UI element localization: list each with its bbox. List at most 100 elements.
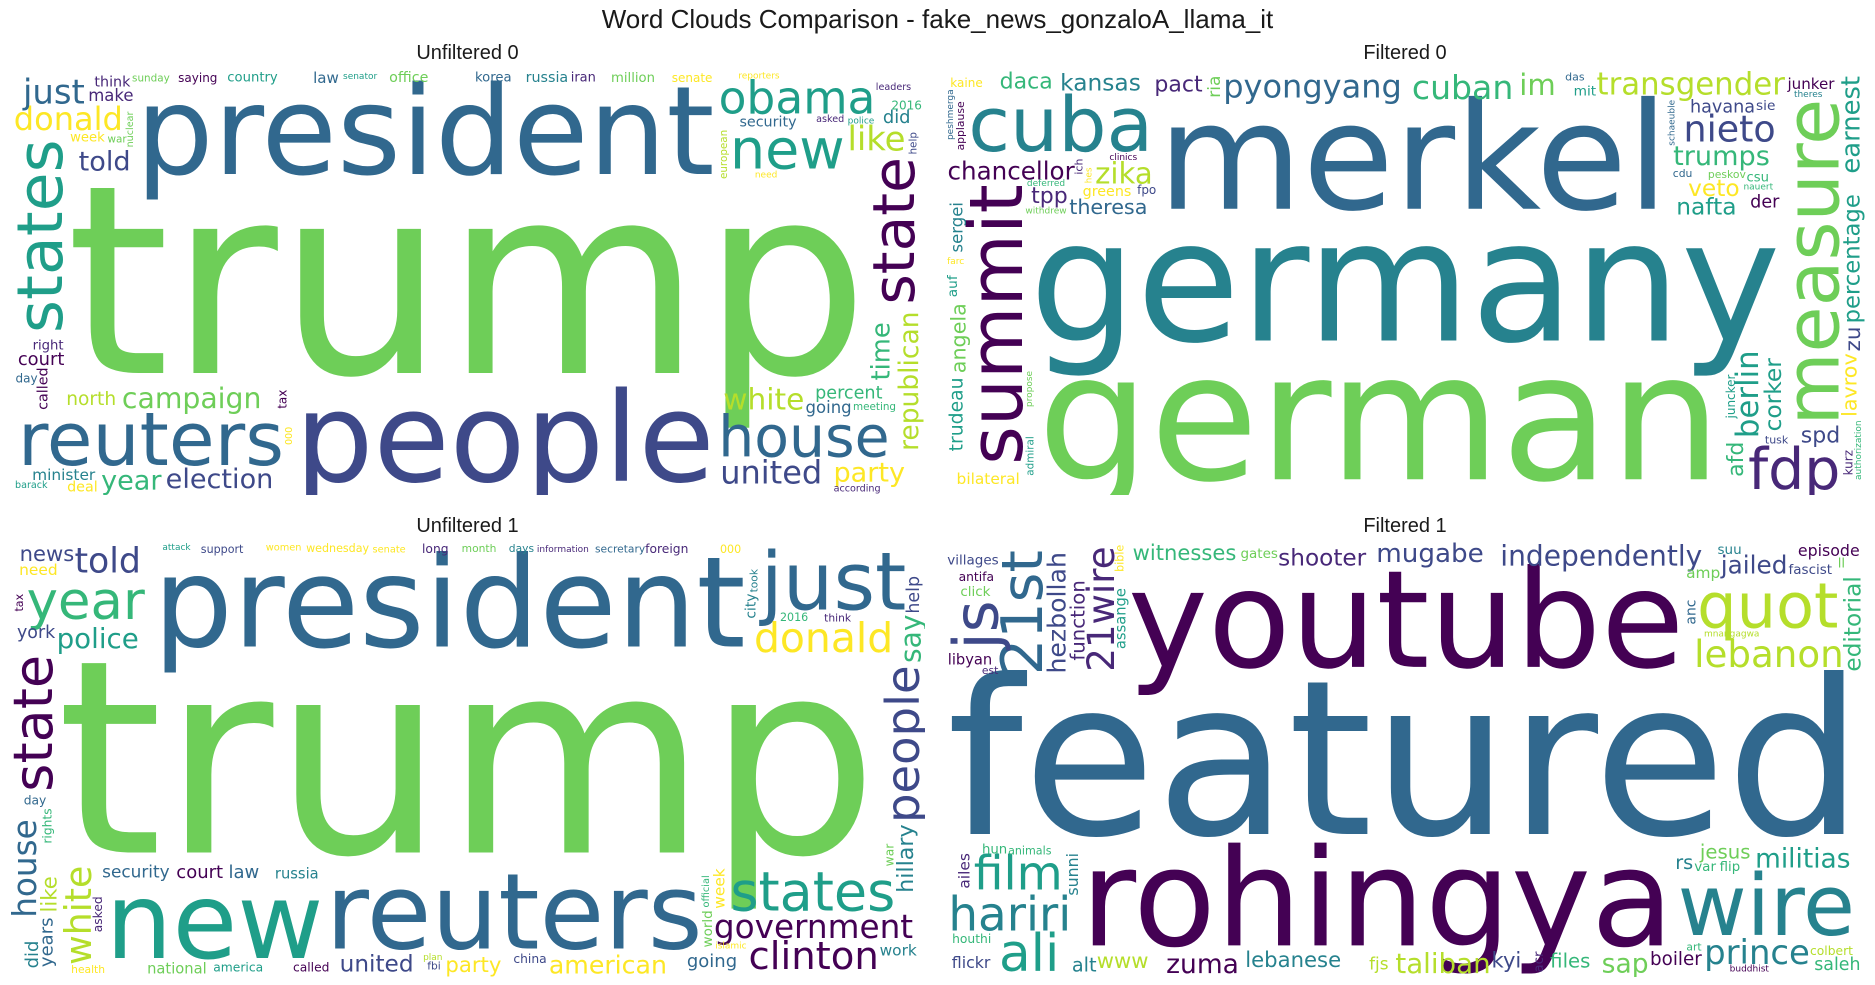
word-york: york xyxy=(17,623,56,643)
word-people: people xyxy=(876,665,925,823)
word-episode: episode xyxy=(1798,542,1860,560)
wordcloud-unfiltered-1: trump president people reuters new state state… xyxy=(10,542,925,977)
word-north: north xyxy=(66,389,116,410)
word-office: office xyxy=(389,70,428,86)
word-states: states xyxy=(10,139,77,333)
word-chancellor: chancellor xyxy=(947,156,1075,185)
word-states: states xyxy=(730,861,895,924)
word-think: think xyxy=(824,611,852,624)
word-need: need xyxy=(755,171,778,181)
word-witnesses: witnesses xyxy=(1133,542,1237,565)
word-ich: ich xyxy=(1073,159,1086,175)
word-wire: wire xyxy=(1678,857,1855,955)
word-clinton: clinton xyxy=(749,934,879,977)
word-flickr: flickr xyxy=(952,953,991,972)
word-art: art xyxy=(1686,941,1701,954)
word-law: law xyxy=(229,862,260,883)
word-deal: deal xyxy=(67,479,98,495)
word-alt: alt xyxy=(1072,953,1097,976)
word-war: war xyxy=(108,134,128,146)
word-day: day xyxy=(24,793,47,807)
word-measure: measure xyxy=(1768,99,1856,426)
word-trump: trump xyxy=(66,129,869,436)
word-think: think xyxy=(94,75,131,91)
word-fjs: fjs xyxy=(1369,954,1388,974)
word-sergei: sergei xyxy=(948,202,967,252)
word-greens: greens xyxy=(1083,184,1132,200)
word-rohingya: rohingya xyxy=(1081,819,1674,977)
word-nuclear: nuclear xyxy=(125,112,136,148)
word-files: files xyxy=(1550,950,1590,973)
word-make: make xyxy=(88,86,133,105)
word-sunday: sunday xyxy=(132,73,170,85)
word-click: click xyxy=(960,584,990,600)
word-year: year xyxy=(27,571,145,632)
panel-title-filtered-0: Filtered 0 xyxy=(1363,42,1447,64)
panel-title-filtered-1: Filtered 1 xyxy=(1363,515,1447,537)
word-villages: villages xyxy=(947,552,998,568)
word-var: var xyxy=(1694,859,1716,875)
word-est: est xyxy=(982,664,998,677)
word-time: time xyxy=(866,322,896,380)
word-daca: daca xyxy=(1000,70,1053,94)
word-reuters: reuters xyxy=(326,851,703,974)
word-trumps: trumps xyxy=(1673,141,1770,172)
word-hun: hun xyxy=(982,842,1007,857)
word-republican: republican xyxy=(894,312,925,451)
word-security: security xyxy=(739,115,797,131)
word-war: war xyxy=(883,843,897,867)
word-house: house xyxy=(10,819,44,918)
word-cuban: cuban xyxy=(1412,70,1513,107)
word-senate: senate xyxy=(672,71,713,85)
word-mnangagwa: mnangagwa xyxy=(1704,630,1760,640)
word-mugabe: mugabe xyxy=(1376,542,1484,569)
word-obama: obama xyxy=(719,72,876,125)
word-bilateral: bilateral xyxy=(957,470,1020,488)
word-donald: donald xyxy=(14,100,123,138)
word-sie: sie xyxy=(1756,98,1775,114)
word-houthi: houthi xyxy=(952,932,991,946)
word-propose: propose xyxy=(1025,370,1035,407)
word-havana: havana xyxy=(1690,97,1755,117)
word-senate: senate xyxy=(372,545,405,556)
word-foreign: foreign xyxy=(645,542,688,556)
word-house: house xyxy=(718,404,889,470)
word-city: city xyxy=(743,594,759,619)
word-white: white xyxy=(57,866,100,965)
word-did: did xyxy=(22,941,43,969)
word-going: going xyxy=(687,951,737,972)
word-german: german xyxy=(1037,315,1721,495)
word-quot: quot xyxy=(1697,570,1838,643)
word-saying: saying xyxy=(178,71,217,85)
word-2016: 2016 xyxy=(780,611,808,624)
word-fascist: fascist xyxy=(1789,562,1833,578)
word-rs: rs xyxy=(1675,851,1693,874)
word-white: white xyxy=(723,382,804,416)
word-js: js xyxy=(945,600,1012,651)
word-fdp: fdp xyxy=(1748,437,1840,495)
word-nieto: nieto xyxy=(1684,107,1776,150)
word-hillary: hillary xyxy=(893,824,919,892)
word-called: called xyxy=(36,367,52,409)
word-buddhist: buddhist xyxy=(1730,965,1770,975)
word-saleh: saleh xyxy=(1814,955,1860,975)
word-zu: zu xyxy=(1841,327,1865,352)
word-people: people xyxy=(295,367,715,495)
panel-title-unfiltered-0: Unfiltered 0 xyxy=(416,42,519,64)
word-libyan: libyan xyxy=(948,652,993,669)
word-law: law xyxy=(313,70,339,87)
word-america: america xyxy=(213,961,263,975)
word-function: function xyxy=(1066,580,1089,660)
word-amp: amp xyxy=(1686,564,1720,582)
word-shooter: shooter xyxy=(1278,544,1367,571)
word-called: called xyxy=(293,961,330,975)
word-long: long xyxy=(422,542,449,556)
word-rights: rights xyxy=(41,808,55,843)
word-united: united xyxy=(720,454,822,492)
word-million: million xyxy=(611,71,655,86)
word-told: told xyxy=(74,542,140,582)
word-plan: plan xyxy=(423,953,442,963)
word-000: 000 xyxy=(284,427,295,445)
word-hariri: hariri xyxy=(948,888,1071,942)
